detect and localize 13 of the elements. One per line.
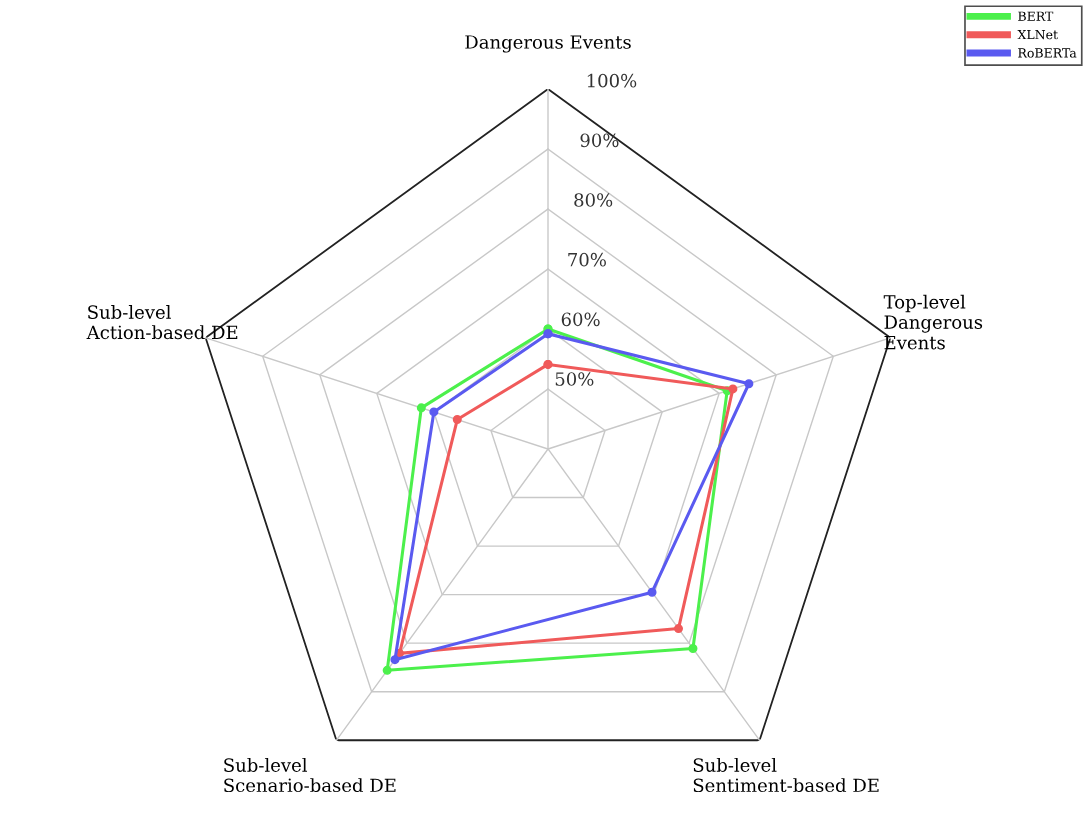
spoke-label: Dangerous Events [465, 35, 631, 53]
spoke-label: Sub-level Scenario-based DE [224, 757, 396, 793]
y-tick-label: 70% [568, 252, 606, 267]
y-tick-label: 100% [587, 73, 637, 88]
legend-label: BERT [1018, 11, 1054, 21]
spoke-label: Sub-level Action-based DE [86, 304, 238, 340]
y-tick-label: 60% [561, 312, 600, 327]
y-tick-label: 50% [555, 372, 594, 386]
y-tick-label: 80% [574, 193, 613, 207]
legend-label: XLNet [1017, 29, 1058, 40]
spoke-label: Sub-level Sentiment-based DE [693, 757, 879, 793]
y-tick-label: 90% [580, 133, 619, 148]
legend-label: RoBERTa [1018, 48, 1077, 58]
